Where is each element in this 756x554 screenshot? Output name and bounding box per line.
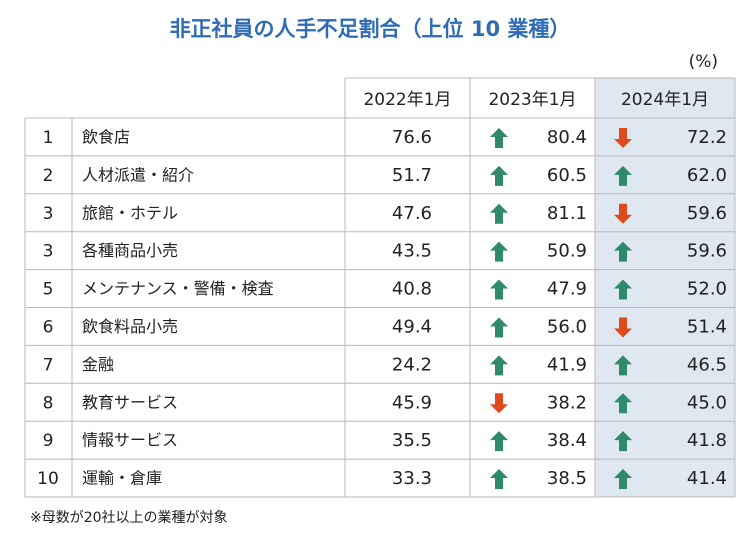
cell-value: 59.6 xyxy=(687,203,727,224)
cell-value: 33.3 xyxy=(392,468,432,489)
cell-value: 45.9 xyxy=(392,392,432,413)
rank: 5 xyxy=(43,280,54,300)
up-arrow xyxy=(614,431,632,452)
column-header: 2023年1月 xyxy=(488,90,576,110)
cell-value: 41.8 xyxy=(687,430,727,451)
cell-value: 49.4 xyxy=(392,316,432,337)
rank: 10 xyxy=(37,469,59,489)
rank: 3 xyxy=(43,204,54,224)
cell-value: 46.5 xyxy=(687,354,727,375)
cell-value: 81.1 xyxy=(547,203,587,224)
industry: 飲食料品小売 xyxy=(82,317,178,336)
cell-value: 51.7 xyxy=(392,165,432,186)
cell-value: 24.2 xyxy=(392,354,432,375)
up-arrow xyxy=(490,279,508,300)
down-arrow xyxy=(614,127,632,148)
column-header: 2024年1月 xyxy=(621,90,709,110)
cell-value: 80.4 xyxy=(547,127,587,148)
cell-value: 38.5 xyxy=(547,468,587,489)
cell-value: 47.6 xyxy=(392,203,432,224)
cell-value: 62.0 xyxy=(687,165,727,186)
rank: 6 xyxy=(43,317,54,337)
cell-value: 56.0 xyxy=(547,316,587,337)
down-arrow xyxy=(614,203,632,224)
cell-value: 72.2 xyxy=(687,127,727,148)
industry: 金融 xyxy=(82,355,114,374)
industry: 教育サービス xyxy=(82,393,178,412)
cell-value: 47.9 xyxy=(547,279,587,300)
up-arrow xyxy=(490,241,508,262)
cell-value: 50.9 xyxy=(547,241,587,262)
industry: 人材派遣・紹介 xyxy=(82,165,194,184)
column-header: 2022年1月 xyxy=(363,90,451,110)
cell-value: 60.5 xyxy=(547,165,587,186)
cell-value: 59.6 xyxy=(687,241,727,262)
industry: 旅館・ホテル xyxy=(82,203,178,222)
cell-value: 52.0 xyxy=(687,279,727,300)
cell-value: 38.2 xyxy=(547,392,587,413)
up-arrow xyxy=(614,165,632,186)
up-arrow xyxy=(614,469,632,490)
up-arrow xyxy=(490,203,508,224)
rank: 7 xyxy=(43,355,54,375)
up-arrow xyxy=(490,355,508,376)
cell-value: 41.9 xyxy=(547,354,587,375)
down-arrow xyxy=(614,317,632,338)
title: 非正社員の人手不足割合（上位 10 業種） xyxy=(170,17,571,41)
rank: 8 xyxy=(43,393,54,413)
industry: メンテナンス・警備・検査 xyxy=(82,279,274,298)
up-arrow xyxy=(490,469,508,490)
industry: 飲食店 xyxy=(82,127,130,146)
industry: 情報サービス xyxy=(82,431,178,450)
cell-value: 38.4 xyxy=(547,430,587,451)
up-arrow xyxy=(614,279,632,300)
up-arrow xyxy=(490,127,508,148)
down-arrow xyxy=(490,393,508,414)
footnote: ※母数が20社以上の業種が対象 xyxy=(30,510,228,526)
industry: 運輸・倉庫 xyxy=(82,469,162,488)
cell-value: 35.5 xyxy=(392,430,432,451)
up-arrow xyxy=(614,355,632,376)
up-arrow xyxy=(614,393,632,414)
rank: 3 xyxy=(43,242,54,262)
rank: 1 xyxy=(43,128,54,148)
cell-value: 45.0 xyxy=(687,392,727,413)
cell-value: 41.4 xyxy=(687,468,727,489)
cell-value: 76.6 xyxy=(392,127,432,148)
cell-value: 43.5 xyxy=(392,241,432,262)
industry: 各種商品小売 xyxy=(82,241,178,260)
rank: 2 xyxy=(43,166,54,186)
rank: 9 xyxy=(43,431,54,451)
cell-value: 40.8 xyxy=(392,279,432,300)
up-arrow xyxy=(490,431,508,452)
up-arrow xyxy=(490,317,508,338)
cell-value: 51.4 xyxy=(687,316,727,337)
unit: (%) xyxy=(689,52,718,72)
up-arrow xyxy=(490,165,508,186)
up-arrow xyxy=(614,241,632,262)
